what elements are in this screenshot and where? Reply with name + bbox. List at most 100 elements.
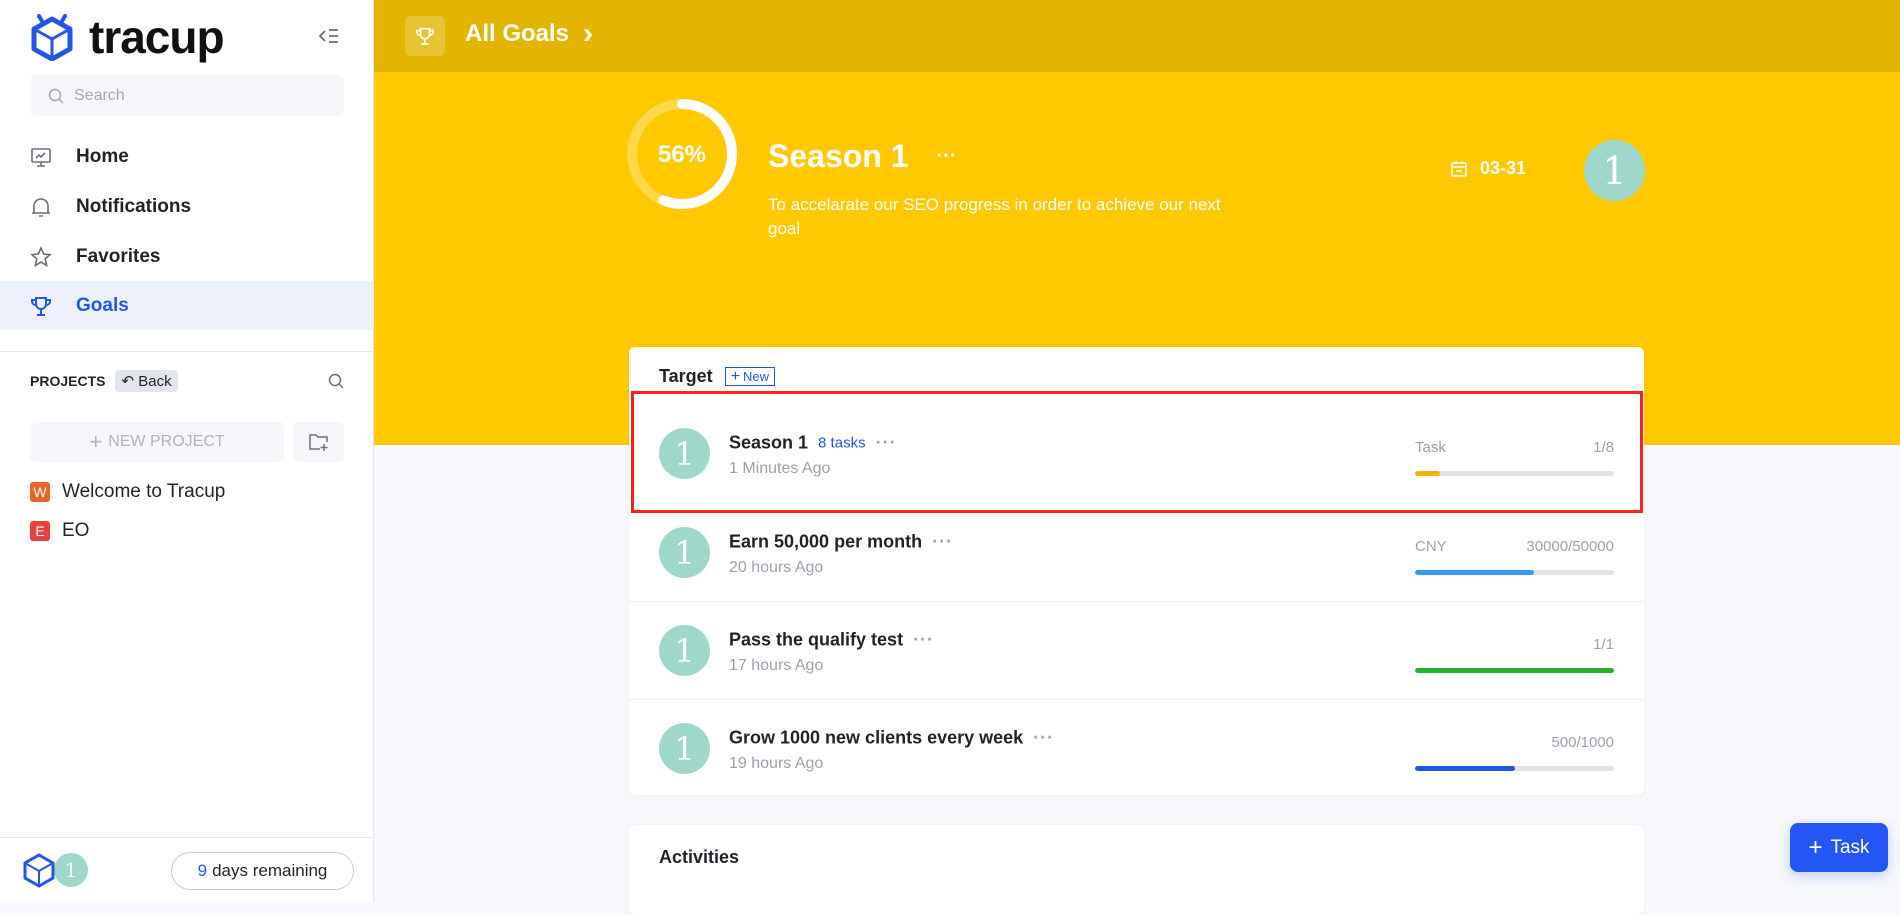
goal-description: To accelarate our SEO progress in order …	[768, 195, 1221, 238]
project-name: EO	[62, 520, 90, 541]
goal-due-date[interactable]: 03-31	[1450, 158, 1526, 179]
add-task-button[interactable]: + Task	[1790, 823, 1888, 872]
back-button[interactable]: ↶ Back	[115, 370, 178, 392]
target-row[interactable]: 1 Earn 50,000 per month ··· 20 hours Ago …	[629, 503, 1644, 601]
target-title-row: Pass the qualify test ···	[729, 630, 934, 651]
goal-title: Season 1	[768, 138, 909, 174]
target-value: 1/8	[1593, 439, 1614, 456]
sidebar-item-favorites[interactable]: Favorites	[0, 232, 374, 281]
bell-icon	[32, 197, 50, 217]
projects-label: PROJECTS	[30, 373, 106, 389]
add-task-label: Task	[1830, 836, 1870, 858]
sidebar-item-label: Favorites	[76, 245, 161, 267]
folder-plus-icon	[308, 434, 328, 451]
goal-progress-arc	[627, 99, 737, 209]
target-title-row: Earn 50,000 per month ···	[729, 532, 953, 553]
sidebar-item-label: Goals	[76, 294, 129, 316]
target-title-row: Grow 1000 new clients every week ···	[729, 728, 1054, 749]
search-placeholder: Search	[74, 86, 125, 104]
breadcrumb[interactable]: All Goals ›	[465, 17, 594, 50]
target-progress-bar	[1415, 668, 1614, 673]
target-owner-avatar: 1	[659, 428, 710, 479]
target-owner-avatar: 1	[659, 625, 710, 676]
trophy-icon	[416, 27, 434, 45]
project-badge: W	[30, 482, 50, 502]
divider	[0, 351, 374, 352]
chevron-right-icon: ›	[583, 17, 594, 50]
project-name: Welcome to Tracup	[62, 481, 226, 502]
workspace-logo-icon[interactable]	[22, 852, 56, 888]
target-progress-bar	[1415, 570, 1614, 575]
goals-icon-button[interactable]	[405, 16, 445, 56]
target-progress-fill	[1415, 471, 1440, 476]
plus-icon: +	[730, 367, 741, 385]
target-time: 17 hours Ago	[729, 657, 824, 674]
target-name[interactable]: Earn 50,000 per month	[729, 531, 923, 552]
search-icon	[48, 88, 64, 104]
sidebar-item-goals[interactable]: Goals	[0, 281, 374, 330]
more-icon[interactable]: ···	[1033, 727, 1055, 748]
target-time: 20 hours Ago	[729, 559, 824, 576]
target-row[interactable]: 1 Grow 1000 new clients every week ··· 19…	[629, 699, 1644, 797]
projects-header: PROJECTS ↶ Back	[30, 370, 344, 392]
plus-icon: +	[1808, 833, 1823, 861]
trial-days-remaining[interactable]: 9 days remaining	[171, 852, 354, 890]
target-progress-bar	[1415, 471, 1614, 476]
sidebar-item-label: Notifications	[76, 195, 192, 217]
target-tasks-link[interactable]: 8 tasks	[818, 434, 866, 452]
collapse-sidebar-icon[interactable]	[318, 26, 340, 51]
trophy-icon	[31, 296, 51, 316]
target-value: 500/1000	[1551, 734, 1614, 751]
target-name[interactable]: Season 1	[729, 432, 809, 453]
project-item-eo[interactable]: E EO	[30, 520, 89, 542]
monitor-icon	[31, 147, 51, 167]
activities-title: Activities	[659, 847, 740, 867]
target-progress-fill	[1415, 570, 1535, 575]
breadcrumb-all-goals[interactable]: All Goals	[465, 20, 570, 47]
project-item-welcome[interactable]: W Welcome to Tracup	[30, 481, 225, 503]
target-value: 30000/50000	[1526, 538, 1614, 555]
sidebar-item-label: Home	[76, 145, 129, 167]
new-label: New	[743, 369, 770, 384]
more-icon[interactable]: ···	[913, 629, 935, 650]
target-time: 1 Minutes Ago	[729, 460, 831, 477]
target-unit: CNY	[1415, 538, 1447, 555]
new-project-label: NEW PROJECT	[108, 433, 225, 450]
target-owner-avatar: 1	[659, 723, 710, 774]
logo[interactable]: tracup	[29, 10, 225, 64]
target-row[interactable]: 1 Pass the qualify test ··· 17 hours Ago …	[629, 601, 1644, 699]
user-avatar[interactable]: 1	[54, 853, 88, 887]
tracup-logo-icon	[31, 14, 73, 61]
search-projects-icon[interactable]	[328, 373, 344, 389]
target-owner-avatar: 1	[659, 527, 710, 578]
target-progress-fill	[1415, 766, 1515, 771]
new-project-button[interactable]: + NEW PROJECT	[30, 422, 284, 462]
target-title-row: Season 1 8 tasks ···	[729, 433, 897, 454]
target-name[interactable]: Grow 1000 new clients every week	[729, 727, 1024, 748]
sidebar: tracup Search Home Notifications Favorit…	[0, 0, 374, 902]
target-name[interactable]: Pass the qualify test	[729, 629, 904, 650]
project-badge: E	[30, 521, 50, 541]
new-target-button[interactable]: + New	[724, 367, 776, 386]
more-icon[interactable]: ···	[932, 531, 954, 552]
goal-title-row: Season 1 ···	[768, 138, 957, 175]
goal-owner-avatar[interactable]: 1	[1584, 140, 1645, 201]
top-bar	[374, 0, 1900, 72]
sidebar-item-notifications[interactable]: Notifications	[0, 182, 374, 231]
highlight-box	[631, 391, 1643, 513]
goal-more-icon[interactable]: ···	[936, 145, 957, 167]
star-icon	[30, 245, 52, 267]
search-input[interactable]: Search	[30, 75, 344, 116]
calendar-icon	[1451, 160, 1467, 177]
goal-progress-label: 56%	[658, 141, 706, 168]
days-label: days remaining	[212, 861, 328, 880]
goal-progress-ring: 56%	[627, 99, 737, 209]
days-count: 9	[197, 861, 208, 880]
sidebar-item-home[interactable]: Home	[0, 132, 374, 181]
new-folder-button[interactable]	[293, 422, 344, 462]
target-unit: Task	[1415, 439, 1446, 456]
more-icon[interactable]: ···	[875, 432, 897, 453]
activities-card: Activities	[629, 825, 1644, 915]
target-header: Target + New	[659, 366, 776, 387]
